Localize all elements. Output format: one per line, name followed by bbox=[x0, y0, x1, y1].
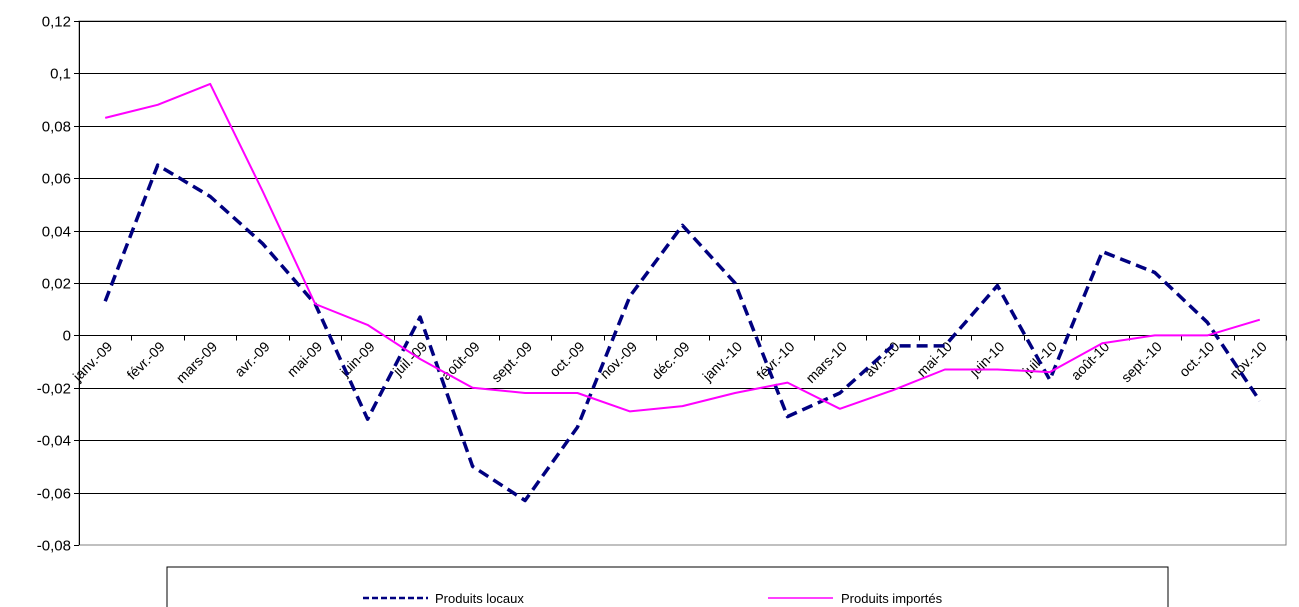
x-tick-label: janv.-10 bbox=[699, 338, 746, 385]
y-tick-label: -0,04 bbox=[37, 433, 71, 450]
x-tick-label: juin-10 bbox=[966, 338, 1008, 380]
x-tick-label: févr.-09 bbox=[124, 338, 168, 382]
x-tick-label: août-10 bbox=[1068, 338, 1113, 383]
x-tick-label: juil.-09 bbox=[389, 338, 430, 379]
legend-label-produits-locaux: Produits locaux bbox=[435, 591, 524, 606]
series-line-produits-locaux bbox=[103, 163, 1262, 503]
y-tick-label: 0,08 bbox=[42, 119, 71, 136]
y-tick-label: 0,06 bbox=[42, 171, 71, 188]
x-tick-label: déc.-09 bbox=[648, 338, 692, 382]
y-tick-label: 0,1 bbox=[50, 66, 71, 83]
x-tick-label: nov.-09 bbox=[597, 338, 641, 382]
x-tick-label: sept.-09 bbox=[488, 338, 535, 385]
y-tick-label: -0,08 bbox=[37, 538, 71, 555]
y-tick-label: 0 bbox=[63, 328, 71, 345]
y-tick-label: 0,04 bbox=[42, 224, 71, 241]
y-tick-label: 0,12 bbox=[42, 14, 71, 31]
x-tick-label: oct.-09 bbox=[546, 338, 588, 380]
x-tick-label: juin-09 bbox=[336, 338, 378, 380]
legend-box bbox=[166, 566, 1169, 607]
x-tick-label: août-09 bbox=[438, 338, 483, 383]
x-tick-label: janv.-09 bbox=[69, 338, 116, 385]
y-tick-label: 0,02 bbox=[42, 276, 71, 293]
legend: Produits locaux Produits importés bbox=[166, 566, 1169, 607]
series-lines bbox=[103, 82, 1262, 503]
gridlines bbox=[78, 20, 1287, 546]
y-axis: 0,12 0,1 0,08 0,06 0,04 0,02 0 -0,02 -0,04 -0,06 -… bbox=[37, 14, 80, 555]
x-tick-label: avr.-09 bbox=[231, 338, 273, 380]
x-tick-label: sept.-10 bbox=[1118, 338, 1165, 385]
y-tick-label: -0,06 bbox=[37, 486, 71, 503]
x-tick-label: oct.-10 bbox=[1176, 338, 1218, 380]
x-tick-label: avr.-10 bbox=[861, 338, 903, 380]
x-tick-label: mars-10 bbox=[802, 338, 850, 386]
x-tick-label: mars-09 bbox=[173, 338, 221, 386]
legend-label-produits-importes: Produits importés bbox=[841, 591, 943, 606]
x-tick-label: mai-09 bbox=[284, 338, 326, 380]
y-tick-label: -0,02 bbox=[37, 381, 71, 398]
